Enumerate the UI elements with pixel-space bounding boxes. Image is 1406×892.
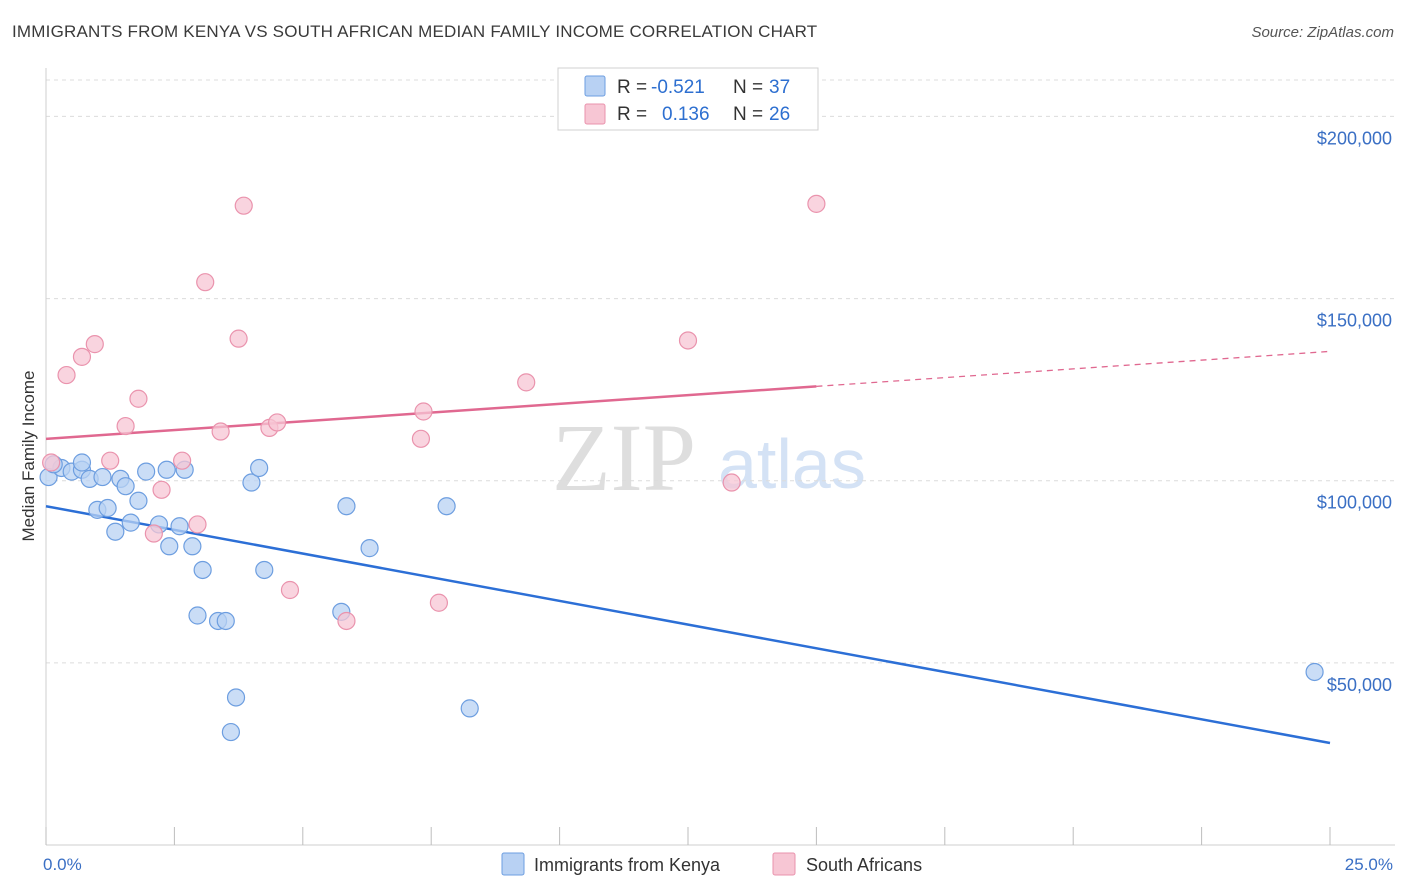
stats-legend-n-value-south-africans: 26 — [769, 104, 790, 125]
point-kenya — [183, 537, 202, 556]
point-kenya — [221, 722, 240, 742]
stats-legend: R = -0.521 N = 37 R = 0.136 N = 26 — [557, 67, 819, 131]
point-south-africans — [129, 389, 148, 408]
point-kenya — [160, 537, 179, 556]
stats-legend-n-value-kenya: 37 — [769, 77, 790, 98]
point-south-africans — [144, 524, 163, 543]
point-south-africans — [280, 580, 300, 600]
point-south-africans — [229, 329, 248, 348]
x-tick-label-min: 0.0% — [43, 855, 82, 874]
point-south-africans — [72, 347, 92, 366]
point-south-africans — [116, 416, 135, 436]
stats-legend-swatch-kenya — [584, 75, 606, 97]
point-south-africans — [411, 429, 431, 448]
point-south-africans — [807, 194, 826, 213]
point-south-africans — [234, 196, 253, 215]
series-legend-label-kenya: Immigrants from Kenya — [534, 855, 721, 875]
point-south-africans — [268, 413, 287, 432]
stats-legend-r-label-south-africans: R = — [617, 104, 647, 125]
point-south-africans — [429, 593, 449, 612]
grid — [46, 79, 1395, 664]
watermark-atlas: atlas — [718, 425, 866, 503]
stats-legend-r-value-south-africans: 0.136 — [662, 104, 710, 125]
point-south-africans — [152, 480, 171, 499]
y-tick-label: $150,000 — [1317, 311, 1392, 331]
y-tick-label: $200,000 — [1317, 128, 1392, 148]
point-south-africans — [211, 422, 230, 441]
watermark: ZIP atlas — [552, 404, 866, 511]
point-kenya — [255, 560, 274, 580]
series-legend-label-south-africans: South Africans — [806, 855, 922, 875]
stats-legend-r-label-kenya: R = — [617, 77, 647, 98]
point-kenya — [121, 513, 140, 532]
point-kenya — [98, 498, 117, 518]
series-legend: Immigrants from Kenya South Africans — [501, 852, 922, 876]
point-kenya — [157, 460, 176, 479]
trendline-dashed-south-africans — [816, 350, 1331, 388]
point-south-africans — [85, 335, 104, 354]
point-kenya — [242, 473, 261, 492]
point-kenya — [250, 458, 269, 478]
point-kenya — [216, 611, 235, 631]
watermark-zip: ZIP — [552, 404, 696, 511]
point-south-africans — [678, 331, 698, 350]
y-axis-title: Median Family Income — [19, 370, 38, 541]
point-kenya — [188, 606, 207, 625]
stats-legend-n-label-kenya: N = — [733, 77, 763, 98]
y-tick-label: $100,000 — [1317, 493, 1392, 513]
point-kenya — [116, 477, 135, 496]
point-south-africans — [517, 373, 536, 392]
point-kenya — [170, 517, 189, 536]
stats-legend-r-value-kenya: -0.521 — [651, 77, 705, 98]
point-south-africans — [414, 402, 433, 421]
point-south-africans — [722, 473, 741, 492]
point-south-africans — [188, 515, 207, 534]
point-kenya — [137, 462, 156, 481]
data-points — [39, 194, 1324, 742]
point-kenya — [437, 497, 456, 516]
point-south-africans — [337, 611, 356, 631]
point-south-africans — [101, 451, 120, 470]
point-kenya — [1305, 662, 1324, 682]
point-south-africans — [173, 451, 192, 470]
trendline-kenya — [45, 504, 1331, 745]
stats-legend-n-label-south-africans: N = — [733, 104, 763, 125]
point-kenya — [360, 539, 379, 558]
point-kenya — [72, 453, 92, 472]
x-tick-label-max: 25.0% — [1345, 855, 1393, 874]
stats-legend-swatch-south-africans — [584, 103, 606, 125]
point-south-africans — [196, 273, 215, 292]
chart-title: IMMIGRANTS FROM KENYA VS SOUTH AFRICAN M… — [12, 22, 818, 41]
series-legend-swatch-kenya — [501, 852, 525, 876]
point-south-africans — [57, 365, 76, 385]
point-south-africans — [42, 453, 61, 472]
point-kenya — [106, 522, 125, 541]
source-label: Source: ZipAtlas.com — [1251, 24, 1394, 41]
point-kenya — [337, 497, 356, 516]
point-kenya — [460, 699, 479, 718]
series-legend-swatch-south-africans — [772, 852, 796, 876]
point-kenya — [129, 491, 148, 510]
point-kenya — [93, 467, 112, 487]
y-tick-label: $50,000 — [1327, 675, 1392, 695]
point-kenya — [226, 688, 246, 707]
point-kenya — [193, 560, 212, 580]
